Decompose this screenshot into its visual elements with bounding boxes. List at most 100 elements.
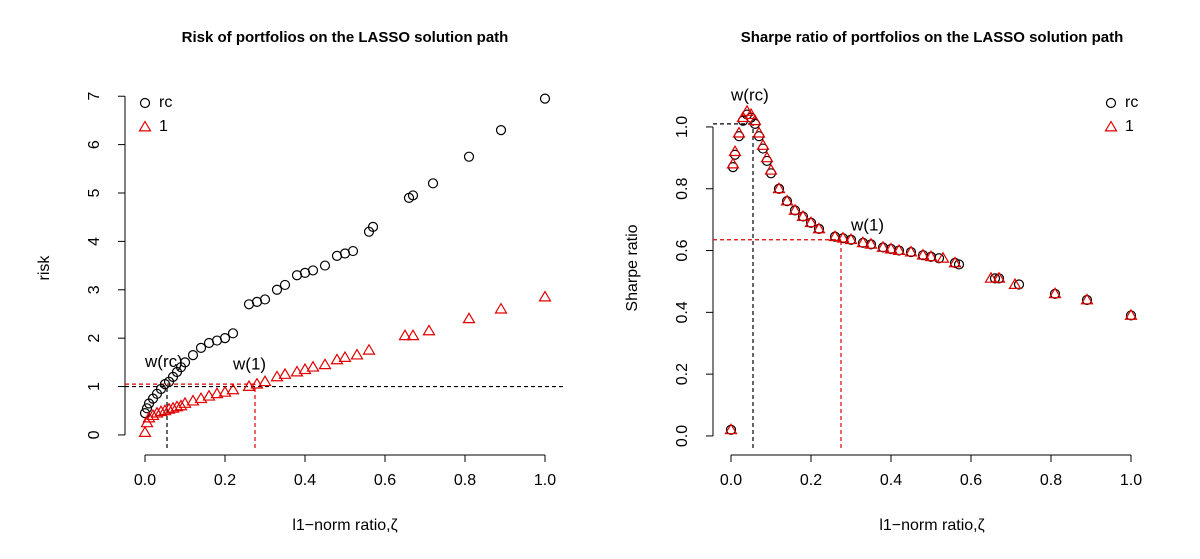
x-tick-label: 0.6 [374, 472, 396, 489]
triangle-marker [828, 229, 842, 242]
triangle-marker [904, 245, 918, 257]
x-axis-label: l1−norm ratio,ζ [879, 517, 984, 534]
triangle-marker [210, 387, 224, 399]
triangle-marker [756, 138, 770, 150]
circle-marker [141, 403, 153, 414]
triangle-marker [270, 370, 284, 382]
y-tick-label: 0.4 [674, 301, 691, 323]
circle-marker [407, 190, 419, 201]
triangle-marker [154, 405, 168, 417]
legend-label: rc [1125, 94, 1138, 111]
circle-marker [347, 245, 359, 257]
annotation: w(1) [232, 354, 266, 373]
triangle-marker [864, 237, 878, 249]
x-tick-label: 0.6 [960, 472, 982, 489]
triangle-marker [226, 383, 240, 395]
triangle-marker [138, 425, 152, 437]
triangle-marker [202, 389, 216, 401]
triangle-marker [258, 375, 272, 387]
triangle-marker [242, 379, 256, 391]
circle-marker [463, 151, 475, 162]
x-tick-label: 0.0 [134, 472, 156, 489]
chart-title: Sharpe ratio of portfolios on the LASSO … [741, 29, 1124, 46]
triangle-marker [318, 358, 332, 370]
triangle-marker [166, 401, 180, 413]
triangle-marker [194, 391, 208, 404]
circle-marker [953, 259, 965, 270]
x-tick-label: 1.0 [1120, 472, 1142, 489]
triangle-marker [250, 377, 264, 389]
triangle-marker [178, 396, 192, 408]
triangle-marker [788, 203, 802, 215]
triangle-marker [278, 367, 292, 379]
triangle-marker [338, 350, 352, 362]
triangle-marker [462, 312, 476, 324]
circle-marker [307, 265, 319, 276]
triangle-marker [406, 329, 420, 341]
circle-marker [367, 221, 379, 232]
circle-marker [427, 178, 439, 189]
triangle-marker [844, 233, 858, 245]
circle-marker [989, 273, 1001, 284]
y-tick-label: 3 [86, 285, 103, 294]
x-tick-label: 0.8 [1040, 472, 1062, 489]
triangle-marker [992, 271, 1006, 283]
triangle-marker [1048, 287, 1062, 299]
triangle-marker [936, 251, 950, 263]
triangle-marker [764, 163, 778, 175]
circle-marker [179, 357, 191, 368]
x-tick-label: 0.0 [720, 472, 742, 489]
x-tick-label: 1.0 [534, 472, 556, 489]
y-tick-label: 1 [86, 382, 103, 391]
y-tick-label: 0 [86, 430, 103, 439]
triangle-marker [780, 194, 794, 206]
triangle-marker [494, 302, 508, 314]
y-tick-label: 0.6 [674, 239, 691, 261]
triangle-marker [350, 348, 364, 360]
triangle-marker [1008, 277, 1022, 289]
triangle-marker [422, 324, 436, 336]
triangle-marker [726, 157, 740, 169]
triangle-marker [744, 107, 758, 120]
circle-marker [1105, 97, 1117, 109]
triangle-marker [748, 114, 762, 126]
y-tick-label: 5 [86, 188, 103, 197]
x-tick-label: 0.2 [800, 472, 822, 489]
triangle-marker [752, 126, 766, 138]
x-tick-label: 0.4 [294, 472, 316, 489]
circle-marker [219, 333, 231, 344]
y-tick-label: 2 [86, 334, 103, 343]
chart-title: Risk of portfolios on the LASSO solution… [182, 29, 509, 46]
annotation: w(rc) [730, 86, 769, 105]
triangle-marker [158, 404, 172, 416]
circle-marker [271, 284, 283, 295]
triangle-marker [186, 394, 200, 406]
x-axis-label: l1−norm ratio,ζ [292, 517, 397, 534]
x-tick-label: 0.8 [454, 472, 476, 489]
circle-marker [319, 260, 331, 271]
y-tick-label: 0.0 [674, 425, 691, 447]
y-tick-label: 0.8 [674, 178, 691, 200]
triangle-marker [306, 360, 320, 372]
legend-label: 1 [1125, 118, 1134, 135]
y-tick-label: 7 [86, 92, 103, 101]
triangle-marker [836, 231, 850, 243]
legend-label: 1 [159, 118, 168, 135]
x-tick-label: 0.2 [214, 472, 236, 489]
y-tick-label: 0.2 [674, 363, 691, 385]
triangle-marker [724, 423, 738, 435]
triangle-marker [290, 365, 304, 377]
circle-marker [139, 97, 151, 109]
annotation: w(rc) [144, 352, 183, 371]
triangle-marker [1104, 120, 1118, 132]
triangle-marker [150, 406, 164, 418]
y-tick-label: 6 [86, 140, 103, 149]
circle-marker [495, 124, 507, 136]
triangle-marker [362, 343, 376, 355]
triangle-marker [856, 236, 870, 248]
y-axis-label: risk [36, 255, 53, 281]
triangle-marker [538, 290, 552, 302]
triangle-marker [884, 242, 898, 254]
triangle-marker [732, 126, 746, 138]
